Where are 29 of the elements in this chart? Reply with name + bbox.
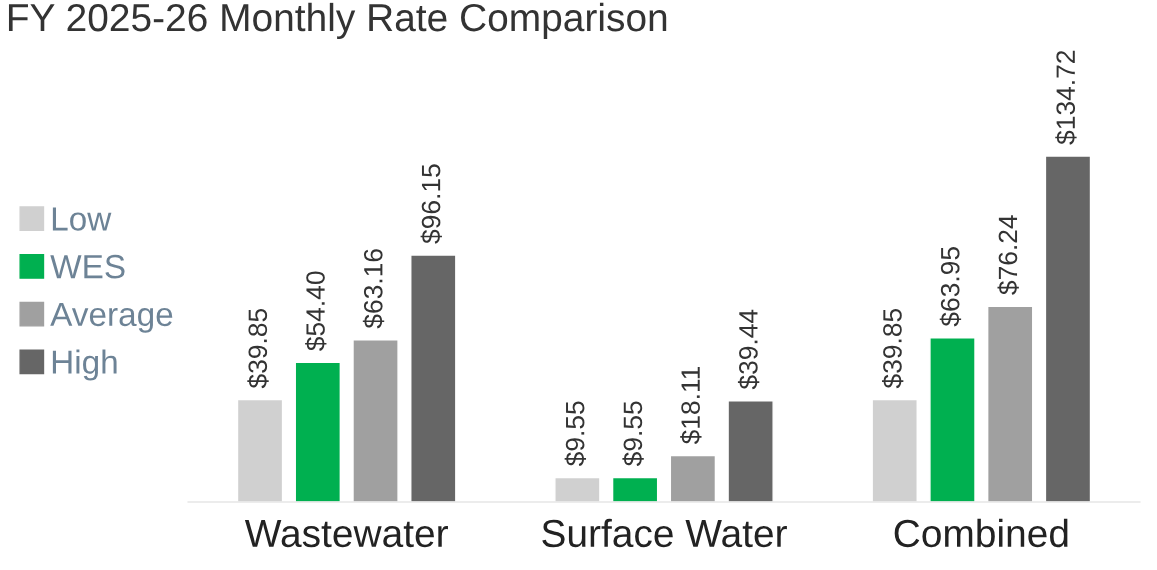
chart-title: FY 2025-26 Monthly Rate Comparison [8,2,667,40]
bar [727,400,774,502]
legend-label: High [52,349,117,381]
x-tick-label: Surface Water [542,518,787,548]
data-label: $54.40 [305,271,327,351]
data-label: $63.16 [362,249,385,329]
bar [929,337,976,502]
bar [986,305,1034,502]
bar [669,454,717,502]
bar [1044,155,1092,502]
data-label: $39.85 [881,308,904,389]
bar [611,476,659,502]
legend-label: Average [50,302,173,333]
legend-label: Low [52,207,112,231]
data-label: $9.55 [622,401,644,467]
legend-label: WES [50,254,125,279]
data-label: $39.44 [737,309,760,390]
x-tick-label: Combined [894,518,1068,548]
x-tick-label: Wastewater [244,520,448,548]
bar [294,361,342,502]
data-label: $76.24 [997,215,1019,295]
data-label: $96.15 [420,164,442,244]
data-label: $134.72 [1055,50,1077,145]
data-label: $18.11 [680,366,702,445]
data-label: $9.55 [564,401,587,467]
data-label: $39.85 [247,308,269,389]
bar [352,339,399,502]
data-label: $63.95 [939,247,962,327]
bar [410,254,457,502]
